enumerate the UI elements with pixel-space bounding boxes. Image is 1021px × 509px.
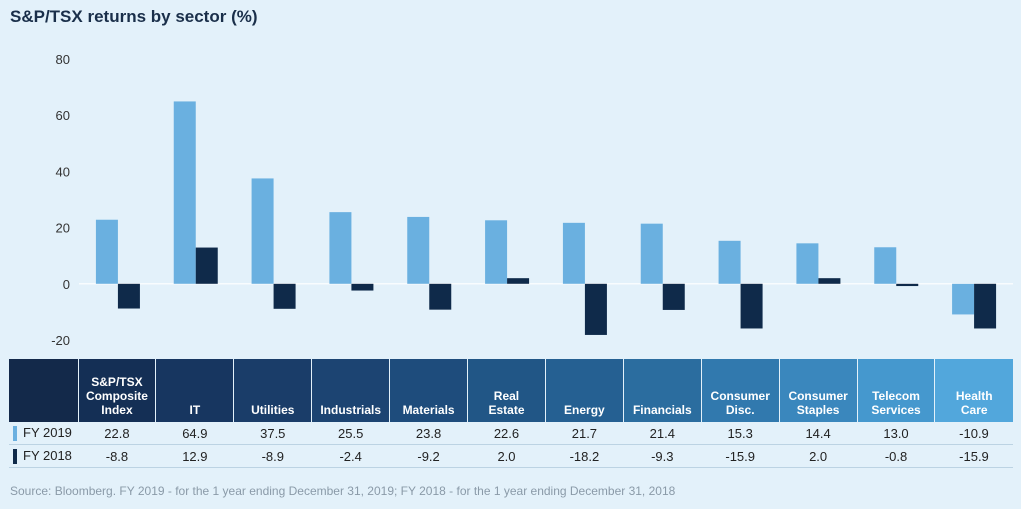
data-label-fy2018: -0.8 [857, 444, 935, 468]
data-label-fy2019: 22.8 [78, 422, 156, 445]
bar-fy2019 [874, 247, 897, 284]
data-label-fy2018: -15.9 [934, 444, 1013, 468]
data-label-fy2018: -18.2 [545, 444, 624, 468]
y-tick-label: -20 [51, 333, 70, 348]
bar-fy2018 [974, 283, 997, 329]
data-label-fy2019: 37.5 [233, 422, 312, 445]
category-header: Materials [389, 359, 469, 422]
data-label-fy2019: 25.5 [311, 422, 390, 445]
series-name: FY 2018 [23, 447, 72, 463]
bar-fy2018 [662, 283, 685, 310]
bar-fy2019 [95, 219, 118, 284]
bar-fy2019 [952, 283, 975, 315]
bar-fy2018 [740, 283, 763, 329]
y-tick-label: 60 [56, 108, 70, 123]
table-header-row: S&P/TSX Composite Index IT Utilities Indust… [9, 359, 1013, 422]
data-label-fy2019: 21.4 [623, 422, 702, 445]
data-label-fy2018: -15.9 [701, 444, 780, 468]
data-label-fy2018: -9.3 [623, 444, 702, 468]
category-header: Real Estate [467, 359, 546, 422]
y-tick-label: 80 [56, 52, 70, 67]
bar-fy2019 [796, 243, 819, 284]
category-header: IT [155, 359, 235, 422]
category-header: Utilities [233, 359, 313, 422]
legend-swatch-fy2018 [13, 449, 17, 465]
table-row-fy2018: FY 2018 -8.8 12.9 -8.9 -2.4 -9.2 2.0 -18.2 -9.3-… [9, 444, 1013, 468]
y-tick-label: 20 [56, 221, 70, 236]
legend-swatch-fy2019 [13, 426, 17, 442]
data-label-fy2019: 23.8 [389, 422, 468, 445]
bar-fy2018 [117, 283, 140, 309]
category-header: S&P/TSX Composite Index [78, 359, 157, 422]
bar-fy2018 [896, 283, 919, 287]
y-tick-label: 40 [56, 164, 70, 179]
bar-fy2019 [718, 240, 741, 284]
data-label-fy2019: 14.4 [779, 422, 858, 445]
data-label-fy2018: 12.9 [155, 444, 234, 468]
data-label-fy2018: 2.0 [779, 444, 858, 468]
data-label-fy2019: 21.7 [545, 422, 624, 445]
data-label-fy2019: -10.9 [934, 422, 1013, 445]
data-label-fy2018: -8.9 [233, 444, 312, 468]
bar-fy2019 [562, 222, 585, 284]
data-label-fy2019: 13.0 [857, 422, 935, 445]
source-note: Source: Bloomberg. FY 2019 - for the 1 y… [10, 484, 676, 498]
series-label-fy2018: FY 2018 [9, 444, 78, 468]
category-header: Industrials [311, 359, 391, 422]
category-header: Consumer Disc. [701, 359, 780, 422]
series-name: FY 2019 [23, 424, 72, 440]
bar-fy2018 [584, 283, 607, 335]
data-label-fy2019: 15.3 [701, 422, 780, 445]
chart-title: S&P/TSX returns by sector (%) [10, 7, 258, 26]
y-axis-ticks: 80 60 40 20 0 -20 [51, 52, 70, 348]
category-header: Consumer Staples [779, 359, 858, 422]
bar-fy2019 [251, 178, 274, 284]
data-label-fy2018: -2.4 [311, 444, 390, 468]
bar-fy2018 [351, 283, 374, 291]
table-row-fy2019: FY 2019 22.8 64.9 37.5 25.5 23.8 22.6 21.7 21.4 1… [9, 422, 1013, 445]
bar-fy2018 [273, 283, 296, 309]
bar-fy2018 [429, 283, 452, 310]
bar-fy2018 [507, 278, 530, 284]
bar-fy2018 [818, 278, 841, 284]
category-header: Energy [545, 359, 624, 422]
category-header: Financials [623, 359, 702, 422]
category-header: Health Care [934, 359, 1013, 422]
data-label-fy2019: 64.9 [155, 422, 234, 445]
data-label-fy2018: 2.0 [467, 444, 546, 468]
data-label-fy2018: -9.2 [389, 444, 468, 468]
bar-chart: 80 60 40 20 0 -20 [51, 52, 1013, 348]
series-label-fy2019: FY 2019 [9, 422, 78, 445]
y-tick-label: 0 [63, 277, 70, 292]
bar-fy2018 [195, 247, 218, 284]
category-header: Telecom Services [857, 359, 936, 422]
data-label-fy2018: -8.8 [78, 444, 156, 468]
table-corner-cell [9, 359, 79, 422]
bar-fy2019 [329, 212, 352, 284]
data-label-fy2019: 22.6 [467, 422, 546, 445]
bars [95, 101, 997, 335]
bar-fy2019 [640, 223, 663, 284]
bar-fy2019 [173, 101, 196, 284]
bar-fy2019 [407, 216, 430, 284]
bar-fy2019 [485, 220, 508, 284]
data-table: S&P/TSX Composite Index IT Utilities Indust… [9, 359, 1013, 468]
